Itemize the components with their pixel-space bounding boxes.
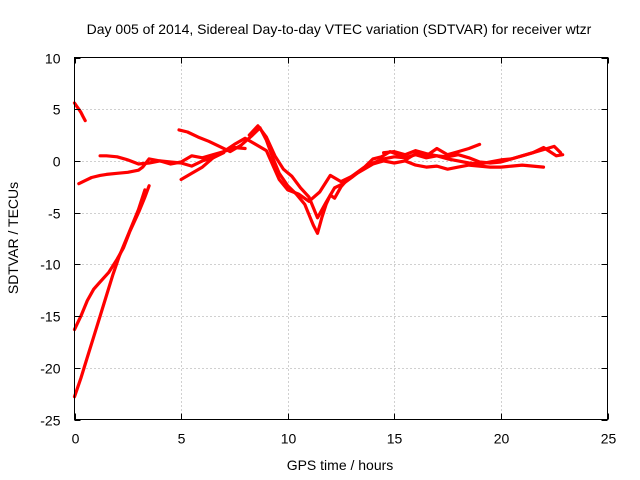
series-line-arc-5 bbox=[72, 188, 147, 399]
tick-labels: 0 5 10 15 20 25 -25 -20 -15 -10 -5 0 5 10 bbox=[40, 51, 616, 447]
x-tick-label: 0 bbox=[72, 431, 80, 447]
y-tick-label: -5 bbox=[48, 206, 61, 222]
y-tick-label: -15 bbox=[40, 309, 60, 325]
series-line-arc-1 bbox=[72, 101, 87, 123]
x-tick-label: 25 bbox=[601, 431, 617, 447]
x-tick-label: 5 bbox=[178, 431, 186, 447]
x-axis-label: GPS time / hours bbox=[287, 457, 394, 473]
y-tick-label: 5 bbox=[53, 102, 61, 118]
y-tick-label: -10 bbox=[40, 257, 60, 273]
y-tick-label: -25 bbox=[40, 413, 60, 429]
x-tick-label: 10 bbox=[281, 431, 297, 447]
series-line-arc-6 bbox=[177, 126, 482, 235]
series-line-arc-2 bbox=[77, 145, 247, 186]
chart-title: Day 005 of 2014, Sidereal Day-to-day VTE… bbox=[87, 21, 592, 37]
y-tick-label: 0 bbox=[53, 154, 61, 170]
plot-frame bbox=[74, 57, 608, 420]
grid-lines bbox=[74, 57, 608, 420]
y-tick-label: 10 bbox=[45, 51, 61, 67]
axes bbox=[74, 57, 609, 421]
series-line-arc-8 bbox=[247, 124, 563, 220]
y-tick-label: -20 bbox=[40, 361, 60, 377]
x-tick-label: 15 bbox=[387, 431, 403, 447]
y-axis-label: SDTVAR / TECUs bbox=[5, 182, 21, 294]
data-series bbox=[72, 101, 565, 399]
series-line-arc-3 bbox=[98, 151, 226, 168]
series-line-arc-9 bbox=[382, 145, 565, 166]
x-tick-label: 20 bbox=[494, 431, 510, 447]
